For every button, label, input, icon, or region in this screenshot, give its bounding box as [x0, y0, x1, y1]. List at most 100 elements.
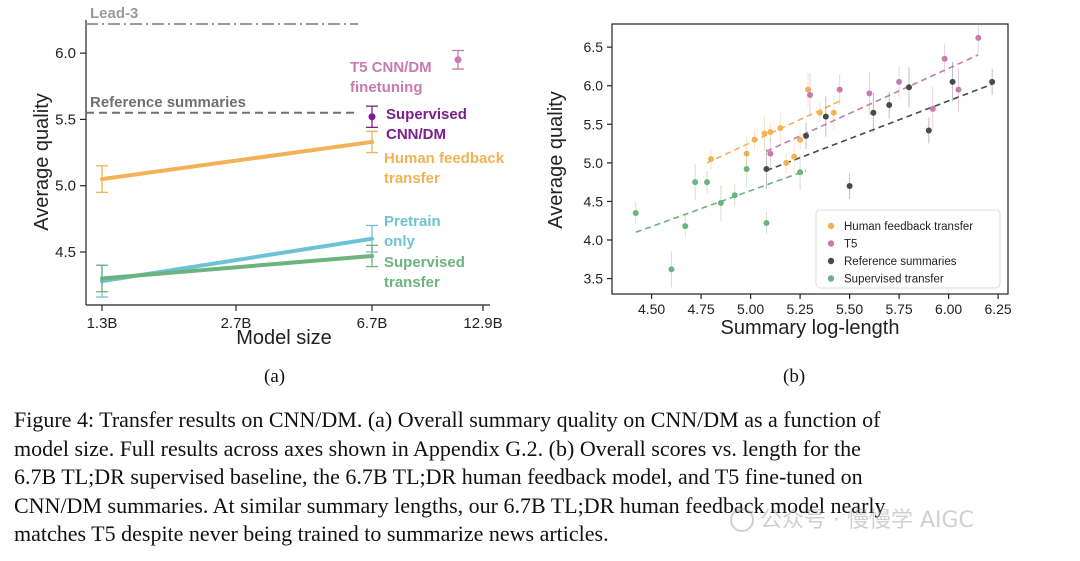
data-point: [886, 102, 893, 108]
legend-marker: [827, 275, 835, 282]
legend: Human feedback transfer T5 Reference summa…: [815, 209, 1001, 289]
marker-label: T5 CNN/DM: [350, 59, 432, 76]
data-point: [941, 55, 948, 62]
data-point: [743, 150, 750, 157]
series-label: only: [384, 233, 415, 250]
x-tick-label: 5.00: [737, 301, 764, 317]
data-point: [803, 132, 810, 139]
data-point: [830, 109, 837, 116]
data-point: [751, 136, 758, 143]
y-tick-label: 5.0: [584, 155, 604, 171]
series-label: transfer: [384, 170, 440, 187]
data-point: [763, 220, 770, 227]
chart-log-length: 4.50 4.75 5.00 5.25 5.50 5.75 6.00 6.25 3.5 4.0 4.…: [545, 22, 1012, 339]
x-tick-label: 5.75: [885, 301, 912, 317]
data-point: [975, 34, 982, 41]
data-point: [805, 86, 812, 93]
data-point: [836, 86, 843, 93]
data-point: [783, 159, 790, 166]
data-point: [731, 192, 738, 199]
figure-caption: Figure 4: Transfer results on CNN/DM. (a…: [14, 406, 1070, 549]
x-axis-label: Model size: [236, 327, 332, 349]
subfigure-label-b: (b): [783, 366, 806, 387]
x-tick-label: 5.50: [836, 301, 863, 317]
x-tick-label: 5.25: [786, 301, 813, 317]
series-line: [100, 139, 374, 182]
data-point: [791, 153, 798, 160]
caption-line: Figure 4: Transfer results on CNN/DM. (a…: [14, 407, 881, 432]
data-point: [708, 156, 714, 162]
x-tick-label: 4.50: [638, 301, 665, 317]
legend-label: Supervised transfer: [844, 274, 944, 286]
caption-line: model size. Full results across axes sho…: [14, 435, 861, 461]
y-tick-label: 6.0: [55, 45, 76, 62]
y-tick-label: 4.5: [584, 193, 604, 209]
series-line: [100, 253, 374, 281]
y-tick-label: 5.0: [55, 178, 76, 195]
series-label: Pretrain: [384, 213, 441, 230]
y-tick-label: 4.5: [55, 244, 76, 261]
marker-label: CNN/DM: [386, 126, 446, 143]
legend-marker: [827, 257, 835, 265]
reference-line-label: Reference summaries: [90, 94, 246, 111]
data-point: [896, 78, 903, 85]
trend-line: [766, 54, 979, 153]
data-point: [704, 179, 711, 186]
data-point: [949, 78, 956, 85]
chart-model-size: 1.3B 2.7B 6.7B 12.9B 4.5 5.0 5.5 6.0 Lead-3 Refe…: [31, 5, 505, 349]
y-tick-label: 3.5: [584, 271, 604, 287]
data-point: [807, 91, 813, 98]
y-axis-label: Average quality: [545, 91, 567, 229]
data-point: [763, 166, 770, 173]
y-axis-label: Average quality: [31, 93, 53, 231]
legend-marker: [827, 222, 835, 230]
series-label: Human feedback: [384, 150, 505, 167]
data-point: [454, 56, 462, 64]
data-point: [955, 86, 962, 93]
data-point: [822, 113, 829, 120]
data-point: [767, 150, 774, 157]
data-point: [668, 266, 675, 273]
watermark-text: 公众号 · 慢慢学 AIGC: [760, 508, 974, 533]
data-point: [870, 109, 877, 116]
data-point: [906, 84, 912, 91]
data-point: [692, 179, 699, 186]
y-tick-label: 5.5: [55, 111, 76, 128]
series-label: transfer: [384, 274, 440, 291]
trend-line: [766, 83, 993, 172]
wechat-icon: [730, 508, 754, 532]
x-axis-label: Summary log-length: [721, 317, 900, 339]
y-tick-label: 6.0: [584, 78, 604, 94]
reference-line-label: Lead-3: [90, 5, 138, 22]
x-tick-label: 6.25: [984, 301, 1011, 317]
marker-label: Supervised: [386, 106, 467, 123]
data-point: [682, 223, 689, 230]
data-point: [929, 105, 936, 112]
data-point: [368, 113, 376, 121]
legend-marker: [827, 240, 835, 247]
data-point: [866, 90, 873, 97]
y-tick-label: 4.0: [584, 232, 604, 248]
x-tick-label: 1.3B: [87, 315, 118, 332]
data-point: [989, 78, 996, 85]
legend-label: T5: [844, 239, 857, 251]
data-point: [925, 127, 932, 134]
data-point: [777, 125, 784, 132]
marker-label: finetuning: [350, 79, 422, 96]
caption-line: matches T5 despite never being trained t…: [14, 521, 609, 546]
data-point: [846, 183, 853, 189]
caption-line: 6.7B TL;DR supervised baseline, the 6.7B…: [14, 464, 863, 489]
data-point: [761, 130, 768, 137]
data-point: [717, 199, 724, 206]
data-point: [632, 210, 639, 216]
watermark: 公众号 · 慢慢学 AIGC: [730, 502, 974, 534]
plot-frame: [611, 23, 1009, 295]
data-point: [816, 109, 823, 116]
data-point: [767, 129, 774, 135]
data-point: [797, 136, 804, 143]
legend-label: Human feedback transfer: [844, 221, 973, 233]
legend-label: Reference summaries: [844, 256, 957, 268]
y-tick-label: 6.5: [584, 39, 604, 55]
x-tick-label: 6.00: [935, 301, 962, 317]
legend-box: [815, 209, 1001, 289]
